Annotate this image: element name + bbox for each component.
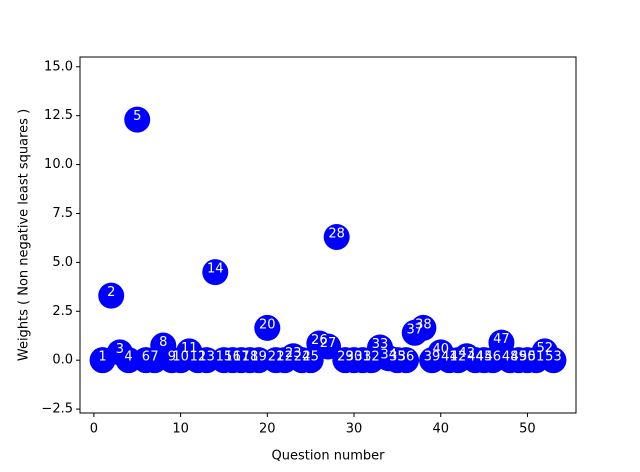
x-tick-label: 0 [90,422,98,437]
point-label: 24 [294,350,311,365]
point-label: 26 [311,333,328,348]
point-label: 31 [354,350,371,365]
point-label: 38 [415,317,432,332]
y-tick-label: 7.5 [52,206,73,221]
point-label: 28 [328,226,345,241]
point-label: 43 [458,346,475,361]
point-label: 42 [450,350,467,365]
point [254,314,281,341]
point-label: 49 [510,350,527,365]
point-label: 36 [398,350,415,365]
point-label: 34 [380,348,397,363]
x-tick-label: 10 [172,422,189,437]
x-tick-label: 30 [346,422,363,437]
point-label: 47 [493,332,510,347]
point-label: 11 [181,341,198,356]
point [315,333,341,360]
x-tick-label: 40 [432,422,449,437]
point [393,347,420,374]
point-label: 27 [320,336,337,351]
point [410,314,437,341]
point-label: 3 [116,342,124,357]
point-label: 44 [467,350,484,365]
point-label: 33 [372,337,389,352]
point-label: 9 [168,350,176,365]
point-label: 4 [124,350,132,365]
x-axis-label: Question number [271,449,385,464]
point-label: 35 [389,350,406,365]
point-label: 1 [98,350,106,365]
point-label: 14 [207,262,224,277]
point-label: 23 [285,346,302,361]
point-label: 21 [268,350,285,365]
point-label: 7 [150,350,158,365]
point-label: 51 [528,350,545,365]
point-label: 46 [484,350,501,365]
point-label: 50 [519,350,536,365]
y-axis-label: Weights ( Non negative least squares ) [17,109,32,361]
point-label: 12 [190,350,207,365]
y-tick-label: 10.0 [44,157,73,172]
x-tick-label: 20 [259,422,276,437]
point-label: 20 [259,317,276,332]
y-tick-label: −2.5 [41,402,73,417]
y-tick-label: 5.0 [52,255,73,270]
point [323,223,350,250]
point-label: 19 [250,350,267,365]
point-label: 52 [537,341,554,356]
point-label: 15 [216,350,233,365]
point-label: 32 [363,350,380,365]
point-label: 5 [133,109,141,124]
point-label: 48 [502,350,519,365]
point-label: 16 [224,350,241,365]
point-label: 30 [346,350,363,365]
y-tick-label: 12.5 [44,108,73,123]
point-label: 39 [424,350,441,365]
point-label: 8 [159,335,167,350]
point-label: 29 [337,350,354,365]
point-label: 6 [142,350,150,365]
point-label: 13 [198,350,215,365]
y-tick-label: 15.0 [44,59,73,74]
point-label: 41 [441,350,458,365]
point-label: 40 [432,342,449,357]
point [124,106,151,133]
point-label: 25 [302,350,319,365]
point-label: 17 [233,350,250,365]
point-label: 18 [242,350,259,365]
point-label: 45 [476,350,493,365]
point-label: 53 [545,350,562,365]
point-label: 22 [276,350,293,365]
point [202,259,229,286]
point-label: 37 [406,322,423,337]
point [540,347,567,374]
point-label: 2 [107,285,115,300]
y-tick-label: 2.5 [52,304,73,319]
plot-frame [79,56,577,414]
point-label: 10 [172,350,189,365]
point [98,282,125,309]
y-tick-label: 0.0 [52,353,73,368]
x-tick-label: 50 [519,422,536,437]
